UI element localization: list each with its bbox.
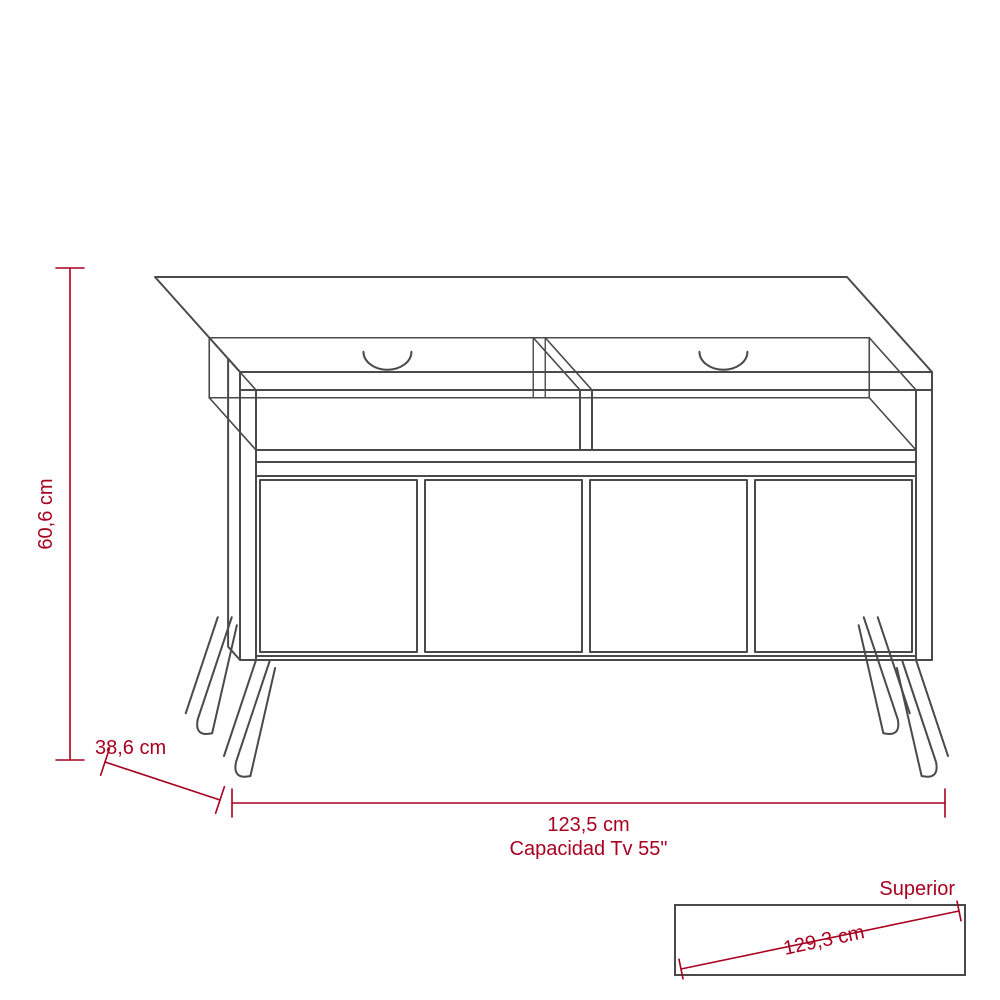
dim-depth-label: 38,6 cm xyxy=(95,737,166,759)
tv-stand-drawing xyxy=(155,277,948,777)
superior-diagonal-label: 129,3 cm xyxy=(781,921,866,960)
superior-panel: Superior 129,3 cm xyxy=(675,878,965,979)
superior-label: Superior xyxy=(879,878,955,900)
dim-width-label: 123,5 cm xyxy=(547,814,629,836)
dim-height-label: 60,6 cm xyxy=(35,478,57,549)
dim-capacity-label: Capacidad Tv 55" xyxy=(510,838,668,860)
